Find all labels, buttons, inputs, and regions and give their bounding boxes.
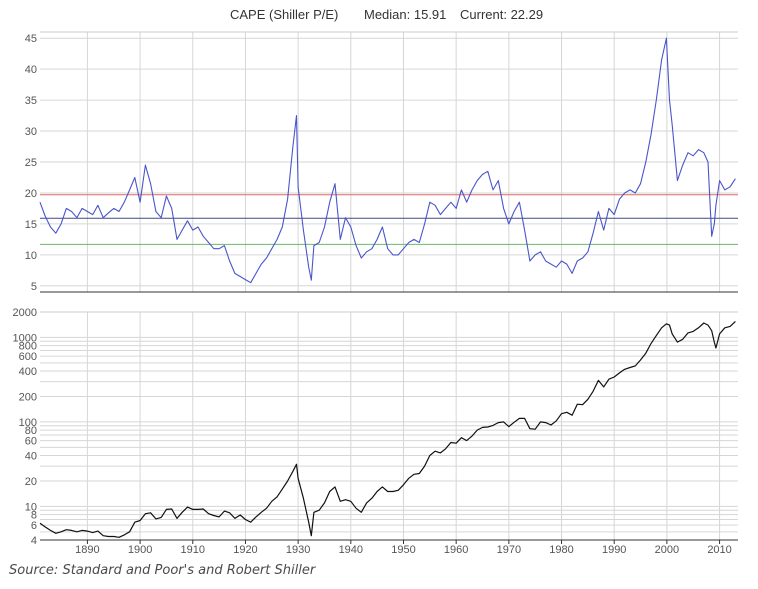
x-tick-label: 1920: [233, 544, 257, 556]
price-y-tick-label: 10: [25, 501, 37, 513]
x-tick-label: 1970: [497, 544, 521, 556]
x-tick-label: 1980: [549, 544, 573, 556]
chart-title: CAPE (Shiller P/E): [230, 7, 338, 22]
price-y-tick-label: 60: [25, 436, 37, 448]
price-y-tick-label: 100: [19, 417, 37, 429]
x-tick-label: 2010: [707, 544, 731, 556]
price-y-tick-label: 6: [31, 520, 37, 532]
cape-y-tick-label: 10: [25, 250, 37, 262]
price-y-tick-label: 20: [25, 476, 37, 488]
price-y-tick-label: 8: [31, 510, 37, 522]
cape-y-tick-label: 30: [25, 126, 37, 138]
cape-y-tick-label: 40: [25, 64, 37, 76]
price-y-tick-label: 200: [19, 391, 37, 403]
price-series-line: [39, 320, 736, 538]
x-tick-label: 1940: [339, 544, 363, 556]
price-y-tick-label: 800: [19, 341, 37, 353]
price-y-tick-label: 400: [19, 366, 37, 378]
price-y-tick-label: 1000: [13, 332, 37, 344]
x-tick-label: 1890: [75, 544, 99, 556]
source-note: Source: Standard and Poor's and Robert S…: [9, 563, 316, 578]
price-y-tick-label: 40: [25, 451, 37, 463]
x-tick-label: 2000: [655, 544, 679, 556]
cape-y-tick-label: 25: [25, 157, 37, 169]
cape-series-line: [39, 37, 736, 284]
x-tick-label: 1910: [181, 544, 205, 556]
price-y-tick-label: 4: [31, 535, 37, 547]
price-y-tick-label: 80: [25, 425, 37, 437]
current-label: Current: 22.29: [460, 7, 543, 22]
cape-y-tick-label: 45: [25, 33, 37, 45]
cape-y-tick-label: 35: [25, 95, 37, 107]
median-label: Median: 15.91: [364, 7, 446, 22]
cape-y-tick-label: 5: [31, 281, 37, 293]
chart-canvas: CAPE (Shiller P/E) Median: 15.91 Current: …: [13, 7, 738, 556]
cape-y-tick-label: 15: [25, 219, 37, 231]
x-tick-label: 1930: [286, 544, 310, 556]
x-tick-label: 1990: [602, 544, 626, 556]
x-tick-label: 1900: [128, 544, 152, 556]
x-tick-label: 1950: [391, 544, 415, 556]
price-y-tick-label: 600: [19, 351, 37, 363]
price-y-tick-label: 2000: [13, 307, 37, 319]
cape-y-tick-label: 20: [25, 188, 37, 200]
x-tick-label: 1960: [444, 544, 468, 556]
